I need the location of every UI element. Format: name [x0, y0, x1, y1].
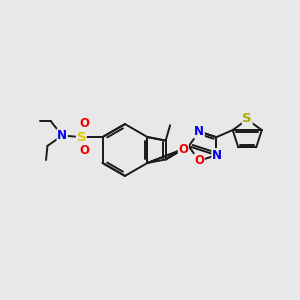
Text: S: S — [76, 130, 86, 143]
Text: N: N — [212, 149, 222, 162]
Text: O: O — [79, 144, 89, 158]
Text: O: O — [194, 154, 204, 167]
Text: O: O — [79, 117, 89, 130]
Text: O: O — [178, 143, 188, 157]
Text: S: S — [242, 112, 252, 124]
Text: N: N — [57, 129, 67, 142]
Text: N: N — [194, 125, 204, 138]
